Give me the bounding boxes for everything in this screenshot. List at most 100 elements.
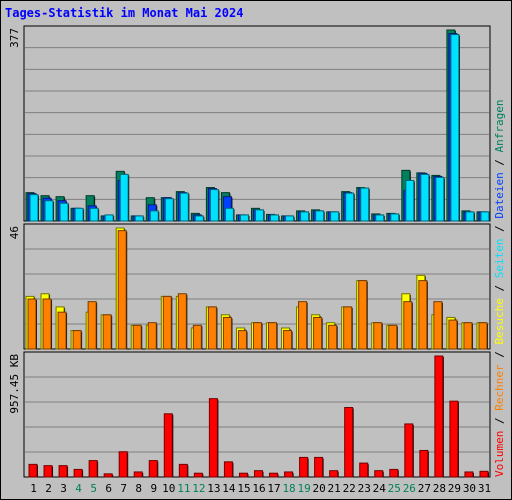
bar-seiten-2	[44, 200, 54, 222]
bar-rechner-12	[192, 324, 202, 350]
bar-rechner-26	[403, 301, 413, 350]
bar-seiten-15	[239, 214, 249, 222]
legend-item-rechner: Rechner	[493, 364, 506, 411]
x-tick-label: 28	[433, 482, 446, 495]
bar-rechner-14	[222, 316, 232, 350]
y-max-label-middle: 46	[8, 226, 21, 239]
y-axis-labels: 377 46 957.45 KB	[8, 28, 21, 414]
bar-rechner-22	[343, 306, 353, 350]
chart-title: Tages-Statistik im Monat Mai 2024	[5, 6, 244, 20]
bar-rechner-7	[117, 230, 127, 350]
bar-seiten-6	[104, 214, 114, 222]
x-tick-label: 10	[162, 482, 175, 495]
bar-rechner-29	[448, 319, 458, 350]
x-tick-label: 26	[403, 482, 416, 495]
x-tick-label: 12	[192, 482, 205, 495]
bar-volumen-22	[344, 406, 354, 478]
bar-seiten-18	[285, 215, 295, 222]
x-tick-label: 6	[105, 482, 112, 495]
bar-seiten-10	[164, 198, 174, 222]
bar-seiten-13	[209, 189, 219, 222]
bar-rechner-30	[463, 322, 473, 350]
bar-seiten-9	[149, 210, 159, 222]
bar-volumen-21	[329, 470, 339, 478]
legend: Volumen / Rechner / Besuche / Seiten / D…	[493, 99, 506, 477]
bar-volumen-6	[103, 473, 113, 478]
bar-seiten-1	[29, 194, 39, 222]
bar-seiten-26	[405, 179, 415, 222]
bar-seiten-20	[315, 210, 325, 222]
x-tick-label: 4	[75, 482, 82, 495]
bar-rechner-2	[42, 298, 52, 350]
legend-item-dateien: Dateien	[493, 172, 506, 218]
bar-rechner-20	[313, 316, 323, 350]
bar-volumen-29	[449, 400, 459, 478]
bar-volumen-31	[479, 470, 489, 478]
bar-rechner-9	[147, 322, 157, 350]
chart-panels	[23, 25, 491, 478]
bar-rechner-31	[478, 322, 488, 350]
bar-seiten-28	[435, 176, 445, 222]
bar-seiten-3	[59, 202, 69, 222]
x-tick-label: 27	[418, 482, 431, 495]
x-tick-label: 5	[90, 482, 97, 495]
bar-rechner-19	[298, 301, 308, 350]
bar-seiten-22	[345, 192, 355, 222]
x-tick-label: 21	[328, 482, 341, 495]
bar-rechner-25	[388, 324, 398, 350]
bar-volumen-15	[238, 472, 248, 478]
x-tick-label: 2	[45, 482, 52, 495]
legend-item-besuche: Besuche	[493, 298, 506, 344]
bar-volumen-20	[314, 456, 324, 478]
x-tick-label: 25	[388, 482, 401, 495]
x-tick-label: 15	[237, 482, 250, 495]
bar-rechner-4	[72, 330, 82, 350]
x-tick-label: 22	[343, 482, 356, 495]
bar-volumen-11	[178, 463, 188, 478]
x-tick-label: 24	[373, 482, 387, 495]
bar-volumen-27	[419, 449, 429, 478]
bar-volumen-26	[404, 423, 414, 478]
legend-text: Volumen / Rechner / Besuche / Seiten / D…	[493, 99, 506, 477]
x-tick-label: 8	[135, 482, 142, 495]
x-tick-label: 7	[120, 482, 127, 495]
x-tick-label: 18	[282, 482, 295, 495]
bar-rechner-10	[162, 295, 172, 350]
bar-seiten-25	[390, 213, 400, 222]
bar-volumen-18	[284, 471, 294, 478]
x-tick-label: 16	[252, 482, 265, 495]
bar-seiten-14	[224, 207, 234, 222]
bar-seiten-30	[465, 211, 475, 222]
bar-rechner-13	[207, 306, 217, 350]
bar-volumen-25	[389, 468, 399, 478]
bar-seiten-16	[254, 209, 264, 222]
legend-separator: /	[493, 278, 506, 298]
bar-volumen-14	[223, 461, 233, 478]
x-tick-label: 17	[267, 482, 280, 495]
y-max-label-bottom: 957.45 KB	[8, 354, 21, 414]
x-tick-label: 1	[30, 482, 37, 495]
bar-seiten-29	[450, 34, 460, 222]
x-tick-label: 29	[448, 482, 461, 495]
x-tick-label: 13	[207, 482, 220, 495]
bar-rechner-11	[177, 293, 187, 350]
bar-volumen-12	[193, 472, 203, 478]
bar-seiten-4	[74, 207, 84, 222]
bar-volumen-3	[58, 465, 68, 478]
bar-volumen-2	[43, 465, 53, 478]
bar-seiten-19	[300, 211, 310, 222]
legend-separator: /	[493, 345, 506, 365]
legend-item-seiten: Seiten	[493, 239, 506, 279]
bar-rechner-1	[27, 298, 37, 350]
bar-seiten-11	[179, 192, 189, 222]
bar-volumen-19	[299, 456, 309, 478]
legend-separator: /	[493, 411, 506, 431]
x-axis-ticks: 1 2 3 4 5 6 7 8 9 10 11 12 13 14 15 16 17 18 19 20 21 22 23 24 2…	[30, 482, 491, 495]
bar-volumen-7	[118, 451, 128, 478]
bar-rechner-3	[57, 311, 67, 350]
bar-seiten-5	[89, 207, 99, 222]
bar-rechner-27	[418, 280, 428, 350]
legend-item-anfragen: Anfragen	[493, 99, 506, 152]
bar-seiten-21	[330, 211, 340, 222]
